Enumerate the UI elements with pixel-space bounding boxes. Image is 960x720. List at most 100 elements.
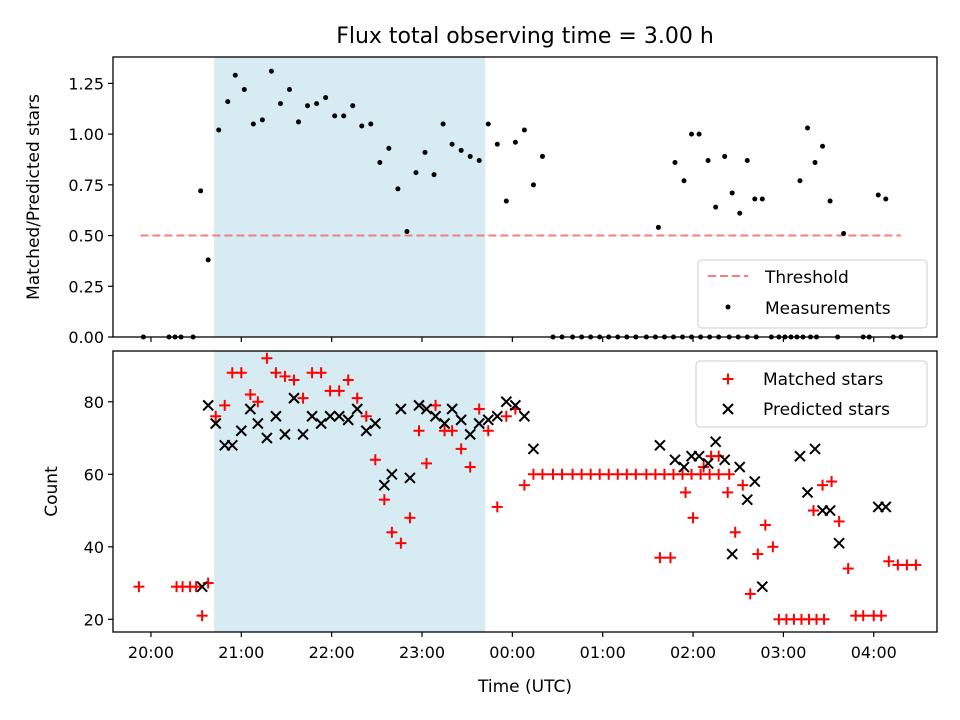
matched-star-point: [767, 541, 779, 553]
measurement-points: [140, 68, 904, 340]
predicted-star-point: [369, 417, 382, 430]
measurement-point: [827, 198, 833, 204]
x-tick-label: 20:00: [128, 643, 174, 662]
measurement-point: [368, 121, 374, 127]
matched-star-point: [297, 392, 309, 404]
legend-measurements-label: Measurements: [765, 299, 891, 319]
predicted-star-point: [709, 435, 722, 448]
measurement-point: [422, 149, 428, 155]
matched-star-point: [759, 519, 771, 531]
measurement-point: [875, 192, 881, 198]
measurement-point: [512, 139, 518, 145]
measurement-point: [752, 196, 758, 202]
measurement-point: [722, 153, 728, 159]
measurement-point: [259, 117, 265, 123]
matched-star-point: [713, 468, 725, 480]
predicted-star-point: [420, 403, 433, 415]
matched-star-point: [500, 410, 512, 422]
matched-star-point: [723, 468, 735, 480]
y-tick-label: 0.50: [68, 227, 104, 246]
matched-star-point: [630, 468, 642, 480]
x-tick-label: 22:00: [309, 643, 355, 662]
measurement-point: [883, 196, 889, 202]
matched-star-point: [473, 403, 485, 415]
legend-plus-marker: [722, 373, 734, 385]
measurement-point: [797, 178, 803, 184]
matched-star-point: [556, 468, 568, 480]
predicted-star-point: [527, 443, 540, 455]
x-tick-label: 21:00: [218, 643, 264, 662]
matched-star-point: [413, 425, 425, 437]
matched-star-point: [713, 450, 725, 462]
predicted-star-point: [734, 461, 746, 473]
measurement-point: [386, 145, 392, 151]
measurement-point: [241, 86, 247, 92]
predicted-star-point: [749, 475, 761, 488]
measurement-point: [713, 204, 719, 210]
y-tick-label: 0.25: [68, 277, 104, 296]
chart-title: Flux total observing time = 3.00 h: [336, 24, 714, 49]
matched-star-points: [133, 352, 922, 625]
matched-star-point: [315, 367, 327, 379]
predicted-star-point: [196, 580, 208, 593]
predicted-star-point: [880, 501, 892, 513]
top-y-axis-label: Matched/Predicted stars: [24, 94, 44, 300]
bottom-panel: 20 40 60 80 20:00 21:00 22:00 23:00 00:00 01:00 0…: [42, 350, 938, 697]
matched-star-point: [279, 370, 291, 382]
matched-star-point: [386, 526, 398, 538]
y-tick-label: 60: [84, 465, 104, 484]
top-panel: 0.00 0.25 0.50 0.75 1.00 1.25 Matched/Predict…: [24, 56, 938, 347]
matched-star-point: [342, 374, 354, 386]
measurement-point: [681, 178, 687, 184]
top-y-ticks: 0.00 0.25 0.50 0.75 1.00 1.25: [68, 74, 113, 347]
measurement-point: [476, 157, 482, 163]
measurement-point: [494, 141, 500, 147]
matched-star-point: [842, 563, 854, 575]
predicted-star-point: [824, 504, 836, 517]
predicted-star-point: [297, 428, 309, 441]
legend-predicted-swatch: [722, 403, 734, 415]
matched-star-point: [190, 581, 202, 593]
matched-star-point: [421, 457, 433, 469]
measurement-point: [539, 153, 545, 159]
measurement-point: [198, 188, 204, 194]
y-tick-label: 1.00: [68, 125, 104, 144]
predicted-star-points: [196, 392, 892, 593]
x-tick-label: 04:00: [851, 643, 897, 662]
predicted-star-point: [491, 410, 503, 422]
matched-star-point: [378, 494, 390, 506]
measurement-point: [737, 210, 743, 216]
x-tick-label: 01:00: [580, 643, 626, 662]
predicted-star-point: [741, 493, 753, 506]
predicted-star-point: [324, 410, 336, 422]
matched-star-point: [817, 479, 829, 491]
matched-star-point: [744, 588, 756, 600]
measurement-point: [431, 172, 437, 178]
y-tick-label: 1.25: [68, 74, 104, 93]
legend-threshold-label: Threshold: [764, 268, 849, 288]
bottom-x-ticks: 20:00 21:00 22:00 23:00 00:00 01:00 02:00 03:00…: [128, 632, 897, 662]
predicted-star-point: [455, 414, 467, 426]
predicted-star-point: [378, 479, 391, 491]
matched-star-point: [196, 610, 208, 622]
matched-star-point: [826, 476, 838, 488]
y-tick-label: 20: [84, 610, 104, 629]
top-x-ticks: [150, 337, 875, 342]
bottom-legend-box: [695, 360, 928, 428]
predicted-star-point: [509, 399, 522, 412]
predicted-star-point: [702, 457, 714, 470]
predicted-star-point: [261, 432, 273, 444]
matched-star-point: [351, 392, 363, 404]
matched-star-point: [687, 512, 699, 524]
measurement-point: [377, 160, 383, 166]
measurement-point: [413, 170, 419, 176]
measurement-point: [759, 196, 765, 202]
predicted-star-point: [395, 403, 407, 415]
matched-star-point: [752, 548, 764, 560]
y-tick-label: 40: [84, 538, 104, 557]
predicted-star-point: [360, 425, 372, 437]
matched-star-point: [395, 537, 407, 549]
predicted-star-point: [500, 396, 513, 408]
matched-star-point: [536, 468, 548, 480]
x-axis-label: Time (UTC): [477, 677, 572, 697]
